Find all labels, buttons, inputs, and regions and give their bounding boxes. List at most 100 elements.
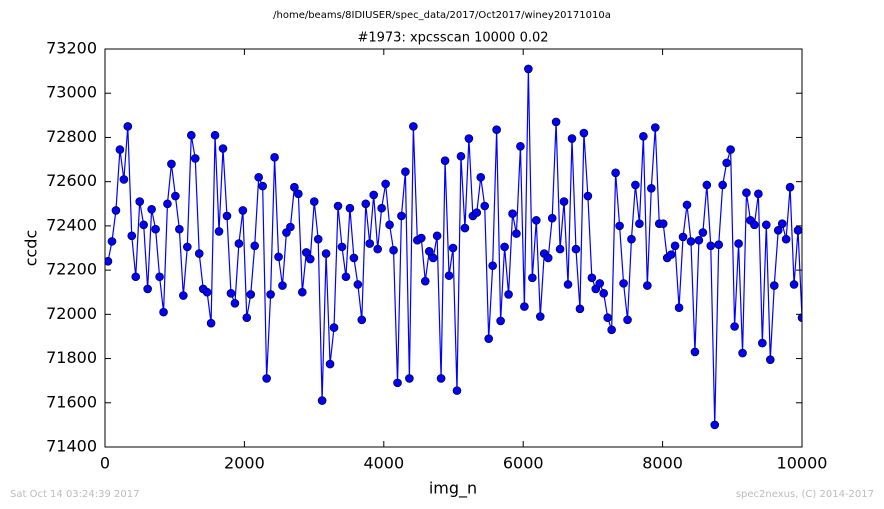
data-point [105, 256, 113, 266]
data-point [599, 289, 609, 298]
data-point [718, 180, 727, 190]
plot-frame [104, 48, 803, 448]
data-point [115, 145, 125, 154]
data-point [781, 234, 791, 244]
data-point [389, 245, 398, 255]
data-point [333, 201, 343, 211]
data-point [397, 211, 406, 221]
data-point [702, 180, 712, 190]
data-point [742, 188, 751, 198]
data-point [690, 347, 700, 357]
data-point [666, 250, 676, 259]
data-point [579, 128, 589, 138]
data-point [710, 420, 720, 430]
data-point [167, 159, 176, 169]
data-point [543, 253, 553, 263]
data-point [155, 272, 164, 282]
data-point [670, 241, 680, 251]
y-tick-label: 72600 [46, 171, 97, 190]
x-tick-label: 8000 [642, 454, 683, 473]
footer-left: Sat Oct 14 03:24:39 2017 [10, 489, 140, 500]
data-point [583, 191, 593, 201]
data-point [694, 235, 704, 245]
data-point [528, 273, 537, 283]
data-point [250, 241, 260, 251]
data-point [734, 239, 743, 248]
data-point [305, 254, 315, 264]
data-point [567, 134, 577, 143]
data-point [686, 237, 696, 246]
data-point [286, 222, 295, 232]
y-tick-label: 72400 [46, 215, 97, 234]
data-point [393, 378, 402, 388]
data-point [119, 175, 129, 184]
data-point [464, 134, 474, 143]
data-point [381, 179, 390, 189]
data-point [631, 180, 640, 190]
data-point [750, 220, 759, 230]
data-point [758, 338, 767, 348]
data-point [206, 318, 216, 328]
data-point [635, 219, 644, 228]
data-point [639, 132, 648, 141]
data-point [246, 290, 256, 299]
data-point [793, 226, 802, 235]
x-tick-label: 0 [100, 454, 110, 473]
data-point [674, 303, 684, 313]
data-point [504, 290, 513, 299]
data-point [361, 199, 371, 209]
data-point [575, 304, 585, 314]
data-point [428, 253, 438, 263]
data-point [254, 172, 263, 182]
y-tick-label: 71400 [46, 437, 97, 456]
y-tick-label: 71600 [46, 392, 97, 411]
data-point [345, 203, 355, 213]
data-point [424, 247, 434, 256]
data-point [321, 249, 331, 258]
data-point [615, 221, 624, 231]
data-point [444, 271, 454, 280]
data-point [337, 242, 347, 252]
data-point [202, 287, 212, 297]
data-point [190, 154, 200, 163]
data-point [643, 281, 652, 290]
y-tick-label: 73200 [46, 39, 97, 58]
data-point [448, 243, 458, 253]
data-point [769, 281, 779, 290]
data-point [210, 130, 220, 140]
data-point [726, 145, 735, 154]
data-point [416, 233, 426, 243]
data-point [107, 237, 117, 246]
data-point [559, 197, 569, 206]
data-point [353, 280, 363, 289]
data-point [278, 281, 287, 290]
data-point [698, 228, 708, 237]
data-point [262, 374, 271, 383]
data-point [682, 200, 692, 210]
data-point [436, 374, 446, 383]
data-point [500, 242, 509, 252]
data-point [171, 191, 180, 201]
series-line [107, 68, 802, 425]
data-point [488, 261, 497, 270]
data-point [131, 272, 141, 282]
data-point [329, 323, 339, 332]
data-point [773, 226, 783, 235]
data-point [765, 355, 775, 364]
data-point [472, 208, 482, 217]
data-point [341, 272, 351, 282]
data-point [611, 168, 620, 178]
x-tick-label: 10000 [777, 454, 828, 473]
data-point [595, 279, 605, 288]
data-point [143, 284, 152, 294]
y-tick-label: 72200 [46, 260, 97, 279]
data-point [159, 307, 168, 317]
data-point [313, 234, 323, 244]
data-point [587, 273, 597, 283]
data-point [349, 253, 359, 263]
data-point [238, 206, 248, 215]
data-point [294, 189, 303, 199]
data-point [714, 240, 724, 249]
data-point [385, 220, 394, 230]
